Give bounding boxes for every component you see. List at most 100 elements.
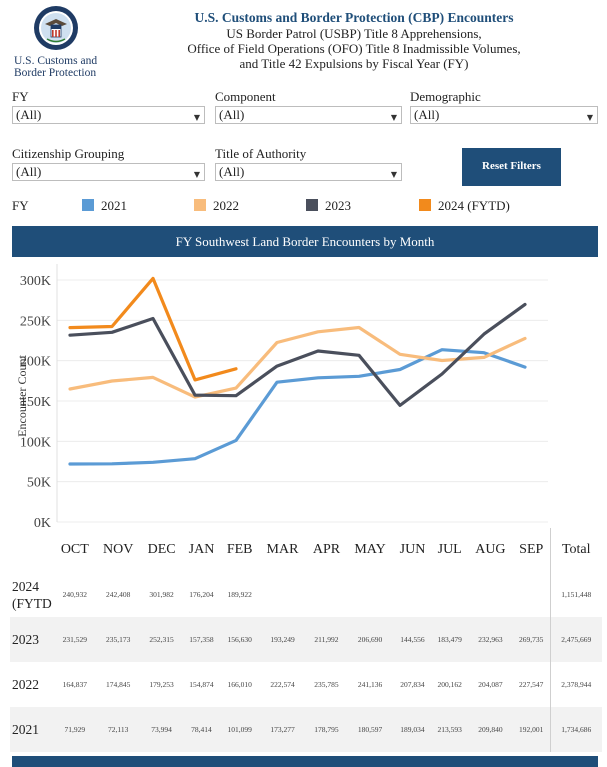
legend-item-2023[interactable]: 2023 [306, 198, 351, 214]
citizenship-select[interactable]: (All) ▼ [12, 163, 205, 181]
legend-label: 2023 [325, 198, 351, 213]
legend-swatch [419, 199, 431, 211]
table-cell: 156,630 [220, 617, 259, 662]
col-header: JUN [399, 542, 426, 557]
table-row: 2022 164,837 174,845 179,253 154,874 166,010 2… [10, 662, 602, 707]
table-cell: 252,315 [140, 617, 183, 662]
legend-label: 2024 (FYTD) [438, 198, 510, 213]
demographic-select[interactable]: (All) ▼ [410, 106, 598, 124]
row-year: 2021 [10, 707, 54, 752]
row-year-label: 2024 (FYTD) [12, 578, 52, 611]
col-header: NOV [103, 542, 134, 557]
table-cell: 211,992 [306, 617, 347, 662]
legend-label: 2021 [101, 198, 127, 213]
monthly-data-table: OCT NOV DEC JAN FEB MAR APR MAY JUN JUL … [10, 528, 602, 752]
subtitle-line-3: and Title 42 Expulsions by Fiscal Year (… [239, 56, 469, 71]
table-cell: 73,994 [140, 707, 183, 752]
filter-component: Component (All) ▼ [215, 89, 402, 124]
col-header: APR [312, 542, 341, 557]
table-cell: 173,277 [258, 707, 307, 752]
plot-area [57, 264, 548, 522]
table-cell [347, 572, 394, 617]
demographic-banner: FY Comparison by Demographic [12, 756, 598, 767]
table-cell: 213,593 [431, 707, 468, 752]
table-row: 2023 231,529 235,173 252,315 157,358 156,630 1… [10, 617, 602, 662]
table-row: 2024 (FYTD) 240,932 242,408 301,982 176,204 1… [10, 572, 602, 617]
fy-select[interactable]: (All) ▼ [12, 106, 205, 124]
table-cell: 269,735 [512, 617, 550, 662]
authority-select[interactable]: (All) ▼ [215, 163, 402, 181]
table-cell: 207,834 [400, 680, 425, 689]
legend: FY 2021 2022 2023 2024 (FYTD) [12, 197, 602, 215]
component-select[interactable]: (All) ▼ [215, 106, 402, 124]
table-cell: 232,963 [467, 617, 513, 662]
table-cell: 204,087 [478, 680, 503, 689]
col-header: AUG [475, 542, 506, 557]
y-axis-title: Encounter Count [15, 355, 29, 437]
col-header-total: Total [549, 528, 602, 572]
table-cell: 235,173 [95, 617, 141, 662]
row-total: 2,475,669 [549, 617, 602, 662]
legend-item-2021[interactable]: 2021 [82, 198, 127, 214]
filter-demographic-label: Demographic [410, 89, 481, 104]
table-row: 2021 71,929 72,113 73,994 78,414 101,099 173,2… [10, 707, 602, 752]
table-cell: 231,529 [54, 617, 96, 662]
page-title: U.S. Customs and Border Protection (CBP)… [194, 10, 514, 25]
row-total: 2,378,944 [549, 662, 602, 707]
org-name: U.S. Customs and Border Protection [14, 55, 98, 79]
table-cell: 154,874 [189, 680, 214, 689]
y-tick-label: 50K [27, 476, 51, 491]
table-cell [306, 572, 347, 617]
reset-filters-button[interactable]: Reset Filters [462, 148, 561, 186]
col-header: DEC [147, 542, 176, 557]
table-cell: 235,785 [314, 680, 339, 689]
table-cell: 193,249 [258, 617, 307, 662]
y-tick-label: 300K [20, 274, 51, 289]
header: U.S. Customs and Border Protection U.S. … [0, 0, 607, 84]
series-line-2021 [68, 348, 527, 466]
table-cell: 180,597 [346, 707, 394, 752]
chevron-down-icon: ▼ [193, 170, 200, 179]
table-cell: 206,690 [346, 617, 394, 662]
y-tick-label: 200K [20, 355, 51, 370]
col-header: OCT [60, 542, 89, 557]
row-year-label: 2021 [12, 722, 39, 737]
filter-citizenship: Citizenship Grouping (All) ▼ [12, 146, 205, 181]
row-year: 2023 [10, 617, 54, 662]
table-cell: 174,845 [106, 680, 131, 689]
citizenship-select-value: (All) [16, 164, 42, 179]
table-cell: 157,358 [182, 617, 221, 662]
filter-component-label: Component [215, 89, 276, 104]
row-year: 2022 [10, 662, 54, 707]
legend-item-2024[interactable]: 2024 (FYTD) [419, 198, 510, 214]
legend-item-2022[interactable]: 2022 [194, 198, 239, 214]
table-cell [432, 572, 468, 617]
table-cell: 176,204 [189, 590, 214, 599]
table-cell [468, 572, 513, 617]
filter-authority-label: Title of Authority [215, 146, 307, 161]
series-line-2022 [68, 325, 527, 399]
filter-citizenship-label: Citizenship Grouping [12, 146, 125, 161]
table-cell: 222,574 [270, 680, 295, 689]
y-tick-label: 0K [34, 516, 51, 528]
legend-swatch [82, 199, 94, 211]
col-header: FEB [226, 542, 253, 557]
row-year: 2024 (FYTD) [10, 572, 54, 617]
title-block: U.S. Customs and Border Protection (CBP)… [150, 10, 558, 71]
subtitle-line-1: US Border Patrol (USBP) Title 8 Apprehen… [226, 26, 482, 41]
filter-fy: FY (All) ▼ [12, 89, 205, 124]
table-cell: 71,929 [54, 707, 96, 752]
table-cell: 189,922 [227, 590, 252, 599]
table-cell: 242,408 [106, 590, 131, 599]
col-header: JUL [437, 542, 462, 557]
chevron-down-icon: ▼ [586, 113, 593, 122]
chevron-down-icon: ▼ [390, 170, 397, 179]
table-cell [513, 572, 550, 617]
fy-select-value: (All) [16, 107, 42, 122]
legend-swatch [194, 199, 206, 211]
chevron-down-icon: ▼ [390, 113, 397, 122]
subtitle-line-2: Office of Field Operations (OFO) Title 8… [187, 41, 521, 56]
table-cell: 227,547 [519, 680, 544, 689]
monthly-chart-banner: FY Southwest Land Border Encounters by M… [12, 226, 598, 257]
table-cell: 241,136 [357, 680, 383, 689]
